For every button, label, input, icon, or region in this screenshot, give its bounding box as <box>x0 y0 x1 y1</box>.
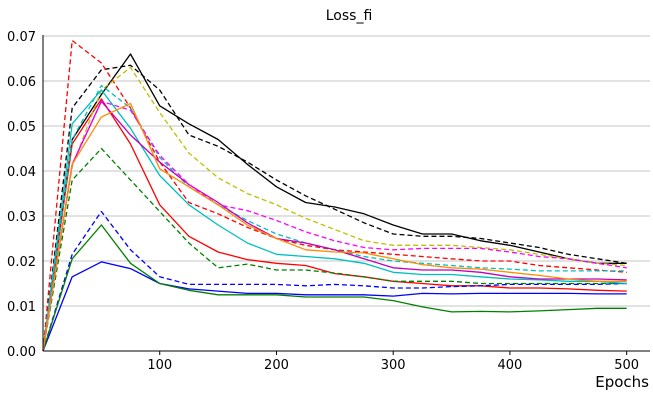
series-line-14 <box>42 102 627 352</box>
y-tick-label: 0.03 <box>7 210 36 225</box>
axes-layer: 0.00 0.01 0.02 0.03 0.04 0.05 0.06 0.07 100 200 30… <box>7 30 650 373</box>
series-line-2 <box>42 64 627 352</box>
y-tick-label: 0.00 <box>7 345 36 360</box>
series-line-13 <box>42 100 627 352</box>
series-line-3 <box>42 39 627 352</box>
x-tick-label: 300 <box>381 358 406 373</box>
series-line-9 <box>42 66 627 352</box>
x-tick-label: 200 <box>264 358 289 373</box>
series-line-4 <box>42 98 627 352</box>
y-tick-label: 0.04 <box>7 165 36 180</box>
series-line-7 <box>42 224 627 352</box>
series-line-1 <box>42 53 627 352</box>
series-line-12 <box>42 100 627 352</box>
x-tick-label: 500 <box>614 358 639 373</box>
y-tick-label: 0.01 <box>7 300 36 315</box>
series-line-8 <box>42 147 627 352</box>
series-line-6 <box>42 210 627 352</box>
chart-title: Loss_fi <box>326 8 373 24</box>
x-axis-label: Epochs <box>595 373 649 391</box>
x-tick-label: 400 <box>498 358 523 373</box>
series-layer <box>42 39 627 352</box>
series-line-10 <box>42 89 627 352</box>
y-tick-label: 0.05 <box>7 120 36 135</box>
series-line-5 <box>42 261 627 352</box>
y-tick-label: 0.02 <box>7 255 36 270</box>
x-tick-label: 100 <box>147 358 172 373</box>
y-tick-label: 0.07 <box>7 30 36 45</box>
y-tick-label: 0.06 <box>7 75 36 90</box>
